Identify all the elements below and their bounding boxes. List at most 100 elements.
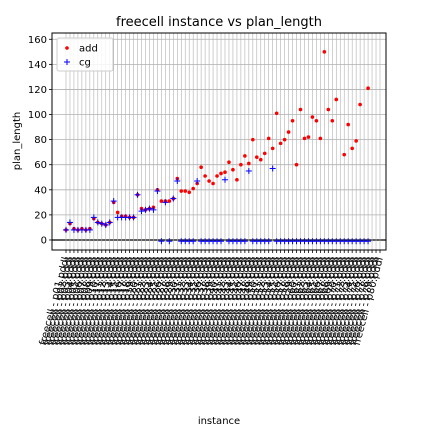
y-axis-label: plan_length xyxy=(12,112,23,170)
data-point-add xyxy=(223,170,227,175)
data-point-cg xyxy=(194,178,201,185)
data-point-cg xyxy=(134,191,141,198)
data-point-cg xyxy=(106,219,113,226)
data-point-cg xyxy=(162,199,169,206)
data-point-cg xyxy=(166,238,173,245)
data-point-cg xyxy=(190,238,197,245)
data-point-add xyxy=(306,135,311,139)
data-point-add xyxy=(243,154,247,158)
data-point-cg xyxy=(98,220,105,227)
data-point-add xyxy=(354,139,358,143)
data-point-cg xyxy=(94,219,101,226)
data-point-cg xyxy=(174,178,181,185)
data-point-add xyxy=(207,179,211,183)
data-point-add xyxy=(115,210,120,215)
data-point-cg xyxy=(158,238,165,245)
y-tick-label: 0 xyxy=(41,235,47,246)
data-point-add xyxy=(227,160,231,164)
data-point-cg xyxy=(146,205,153,212)
data-point-cg xyxy=(110,198,117,205)
data-point-add xyxy=(350,146,354,151)
data-point-add xyxy=(330,119,335,123)
legend: add cg xyxy=(56,37,114,72)
data-point-add xyxy=(326,107,331,112)
data-point-add xyxy=(183,189,188,193)
data-point-cg xyxy=(130,214,137,221)
data-point-add xyxy=(310,115,315,119)
y-axis: 0 20 40 60 80 100 120 140 160 xyxy=(28,35,52,246)
data-point-add xyxy=(302,136,307,141)
data-point-cg xyxy=(241,238,248,245)
data-point-add xyxy=(215,174,219,178)
data-point-add xyxy=(247,161,251,166)
y-tick-label: 140 xyxy=(28,60,47,71)
legend-label-add: add xyxy=(79,44,98,55)
data-point-add xyxy=(187,190,192,195)
data-point-cg xyxy=(63,226,69,233)
x-axis-label: instance xyxy=(198,416,240,427)
y-tick-label: 20 xyxy=(34,210,47,221)
data-point-cg xyxy=(154,188,161,195)
data-point-cg xyxy=(365,238,372,245)
data-point-cg xyxy=(138,208,145,215)
data-point-add xyxy=(270,146,275,151)
data-point-add xyxy=(203,174,207,178)
legend-marker-cg xyxy=(64,59,70,65)
y-tick-label: 100 xyxy=(28,110,47,121)
data-point-add xyxy=(290,119,295,123)
data-point-add xyxy=(167,199,172,203)
data-point-cg xyxy=(269,165,276,172)
y-tick-label: 120 xyxy=(28,85,47,96)
data-point-add xyxy=(266,136,271,141)
y-tick-label: 60 xyxy=(34,160,47,171)
data-point-add xyxy=(342,152,347,157)
data-point-add xyxy=(231,167,235,172)
data-point-cg xyxy=(221,176,228,183)
data-point-cg xyxy=(265,238,272,245)
y-tick-label: 160 xyxy=(28,35,47,46)
chart-title: freecell instance vs plan_length xyxy=(116,15,322,30)
data-point-add xyxy=(251,137,255,142)
data-point-add xyxy=(258,157,263,162)
plot-frame xyxy=(51,32,387,251)
legend-marker-add xyxy=(65,46,69,50)
legend-box xyxy=(56,37,114,72)
data-point-add xyxy=(262,151,267,156)
data-point-add xyxy=(211,181,215,186)
data-point-cg xyxy=(170,195,177,202)
y-tick-label: 40 xyxy=(34,185,47,196)
data-point-add xyxy=(159,199,164,203)
data-point-add xyxy=(199,165,203,170)
legend-label-cg: cg xyxy=(79,58,91,69)
data-point-add xyxy=(322,50,327,54)
data-point-add xyxy=(314,119,319,123)
data-point-add xyxy=(294,162,299,167)
data-point-add xyxy=(274,111,279,116)
data-point-cg xyxy=(86,226,93,233)
data-point-add xyxy=(298,107,303,112)
data-point-add xyxy=(282,137,287,142)
data-point-add xyxy=(366,86,370,90)
data-point-cg xyxy=(218,238,225,245)
data-point-cg xyxy=(90,214,97,221)
data-point-add xyxy=(239,162,243,167)
data-point-add xyxy=(278,141,283,146)
data-point-cg xyxy=(142,206,149,213)
data-point-add xyxy=(358,102,362,107)
data-point-add xyxy=(318,136,323,141)
data-point-add xyxy=(219,171,223,176)
data-point-add xyxy=(254,155,259,159)
data-point-cg xyxy=(245,167,252,174)
data-point-add xyxy=(191,186,195,191)
data-point-add xyxy=(334,97,339,102)
data-point-add xyxy=(346,122,351,127)
data-point-add xyxy=(179,189,184,193)
data-point-cg xyxy=(66,219,73,226)
data-point-add xyxy=(235,177,239,182)
data-points xyxy=(63,50,372,245)
data-point-cg xyxy=(150,206,157,213)
y-tick-label: 80 xyxy=(34,135,47,146)
data-point-cg xyxy=(102,221,109,228)
